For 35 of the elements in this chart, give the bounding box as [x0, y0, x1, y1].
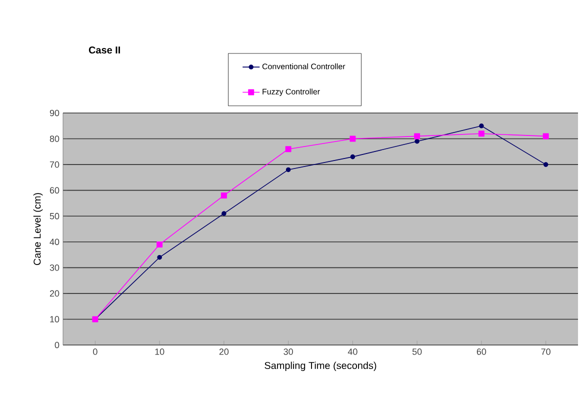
y-tick-label: 50	[50, 212, 60, 220]
y-tick-label: 70	[50, 161, 60, 168]
point	[220, 192, 227, 198]
x-tick-label: 10	[155, 348, 164, 355]
point	[542, 133, 549, 140]
x-tick-label: 20	[219, 348, 229, 355]
y-tick-label: 80	[50, 136, 60, 142]
point	[479, 123, 484, 128]
point	[286, 167, 291, 172]
y-tick-label: 10	[50, 316, 60, 322]
point	[222, 211, 226, 216]
y-axis-title: Cane Level (cm)	[33, 193, 43, 266]
point	[350, 136, 356, 142]
x-tick-label: 60	[476, 348, 486, 355]
point	[543, 162, 548, 167]
y-tick-label: 40	[50, 238, 60, 246]
x-tick-label: 50	[412, 348, 422, 355]
point	[285, 146, 292, 152]
y-tick-label: 60	[50, 187, 60, 194]
x-tick-label: 70	[541, 348, 550, 355]
y-tick-label: 30	[50, 264, 60, 271]
point	[414, 138, 420, 144]
x-tick-label: 0	[93, 348, 98, 355]
y-tick-label: 20	[50, 290, 60, 297]
x-tick-label: 40	[348, 348, 358, 355]
point	[414, 133, 420, 140]
point	[478, 130, 484, 137]
x-tick-label: 30	[284, 348, 293, 355]
point	[157, 254, 162, 260]
y-tick-label: 90	[50, 110, 60, 116]
point	[156, 241, 163, 248]
chart-title: Case II	[88, 46, 120, 54]
y-tick-label: 0	[54, 342, 60, 348]
x-axis-title: Sampling Time (seconds)	[264, 362, 376, 371]
point	[350, 154, 356, 160]
